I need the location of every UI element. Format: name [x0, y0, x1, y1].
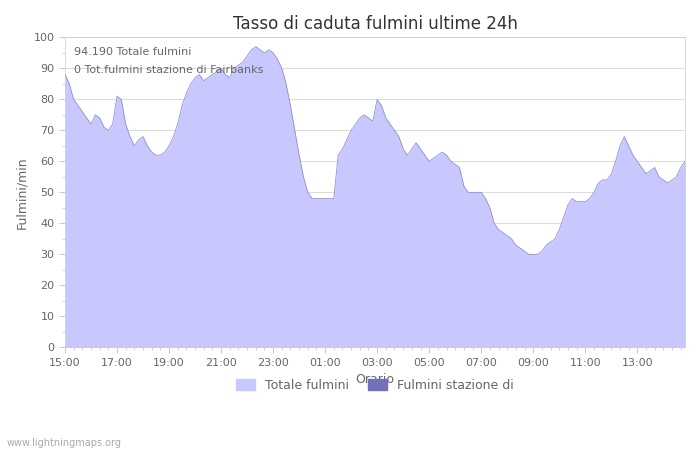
Legend: Totale fulmini, Fulmini stazione di: Totale fulmini, Fulmini stazione di — [232, 374, 519, 397]
Title: Tasso di caduta fulmini ultime 24h: Tasso di caduta fulmini ultime 24h — [232, 15, 517, 33]
Text: 94.190 Totale fulmini: 94.190 Totale fulmini — [74, 47, 192, 57]
Text: www.lightningmaps.org: www.lightningmaps.org — [7, 438, 122, 448]
Y-axis label: Fulmini/min: Fulmini/min — [15, 156, 28, 229]
Text: 0 Tot.fulmini stazione di Fairbanks: 0 Tot.fulmini stazione di Fairbanks — [74, 65, 264, 75]
X-axis label: Orario: Orario — [356, 374, 395, 387]
